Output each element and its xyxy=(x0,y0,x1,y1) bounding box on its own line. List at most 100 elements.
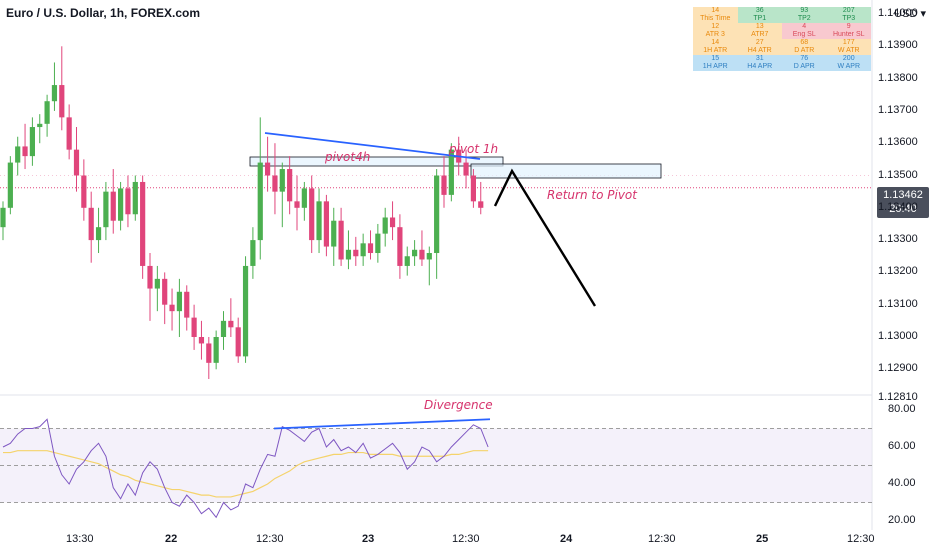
candle-body xyxy=(426,253,432,260)
stats-label: TP1 xyxy=(753,15,767,22)
candle-body xyxy=(316,201,322,241)
stats-cell: 68 D ATR xyxy=(782,39,827,55)
price-tick-label: 1.13200 xyxy=(878,265,918,278)
stats-value: 207 xyxy=(842,7,855,14)
projection-path xyxy=(493,168,597,307)
stats-label: This Time xyxy=(700,15,731,22)
candle-body xyxy=(301,188,307,208)
candle-body xyxy=(389,217,396,228)
stats-cell: 207 TP3 xyxy=(826,7,871,23)
candle-body xyxy=(412,249,418,257)
rsi-ma-line xyxy=(3,450,489,498)
pivot4h-zone xyxy=(249,156,504,167)
candle-body xyxy=(441,175,447,195)
candle-body xyxy=(110,191,116,221)
stats-value: 9 xyxy=(846,23,851,30)
candle-body xyxy=(51,85,58,102)
stats-label: D APR xyxy=(793,63,815,70)
candle-body xyxy=(287,169,293,202)
candle-body xyxy=(265,162,271,176)
candle-body xyxy=(206,343,212,363)
stats-row: 14 This Time 36 TP1 93 TP2 207 TP3 xyxy=(693,7,871,23)
candle-body xyxy=(382,217,388,234)
candle-body xyxy=(191,317,197,337)
candle-body xyxy=(213,337,219,363)
currency-label: USD xyxy=(894,8,918,20)
candle-body xyxy=(463,162,469,176)
price-tick-label: 1.12810 xyxy=(878,391,918,404)
time-tick-label: 22 xyxy=(165,533,178,545)
candle-body xyxy=(184,291,190,318)
candle-body xyxy=(235,327,241,357)
candle-body xyxy=(404,256,410,266)
price-tick-label: 1.13400 xyxy=(878,200,918,213)
candle-body xyxy=(198,337,205,344)
pivot1h-zone xyxy=(470,163,662,179)
current-price-box: 1.13462 20:40 xyxy=(877,187,929,218)
price-tick-label: 1.14000 xyxy=(878,7,918,19)
stats-label: 1H ATR xyxy=(703,47,728,54)
stats-value: 13 xyxy=(755,23,764,30)
stats-label: TP2 xyxy=(797,15,811,22)
candle-body xyxy=(7,162,13,208)
time-tick-label: 12:30 xyxy=(648,533,676,545)
resistance-trendline xyxy=(264,132,481,160)
candle-body xyxy=(44,101,50,124)
candle-body xyxy=(367,243,374,254)
time-tick-label: 24 xyxy=(560,533,573,545)
currency-selector[interactable]: USD ▾ xyxy=(894,7,926,20)
rsi-tick-label: 80.00 xyxy=(888,403,916,415)
candle-body xyxy=(228,320,234,328)
price-tick-label: 1.13800 xyxy=(878,71,918,84)
rsi-tick-label: 40.00 xyxy=(888,477,916,489)
return-to-pivot-label: Return to Pivot xyxy=(547,188,637,202)
candle-body xyxy=(95,227,102,241)
candle-body xyxy=(37,123,43,128)
candle-body xyxy=(66,117,72,150)
stats-cell: 15 1H APR xyxy=(693,55,738,71)
candle-body xyxy=(250,240,256,266)
candle-body xyxy=(15,146,21,163)
stats-cell: 14 This Time xyxy=(693,7,738,23)
divergence-trendline xyxy=(273,418,491,430)
stats-row: 12 ATR 3 13 ATR7 4 Eng SL 9 Hunter SL xyxy=(693,23,871,39)
price-tick-label: 1.13500 xyxy=(878,168,918,181)
candle-body xyxy=(81,175,87,208)
pivot1h-label: pivot 1h xyxy=(449,142,499,156)
candle-body xyxy=(242,265,249,357)
stats-value: 12 xyxy=(711,23,720,30)
stats-cell: 12 ATR 3 xyxy=(693,23,738,39)
candle-body xyxy=(279,169,285,192)
candle-body xyxy=(140,181,146,266)
stats-cell: 36 TP1 xyxy=(737,7,782,23)
price-tick-label: 1.13600 xyxy=(878,136,918,149)
candle-body xyxy=(419,249,425,260)
candle-body xyxy=(132,181,138,215)
current-price: 1.13462 xyxy=(883,189,923,201)
stats-value: 36 xyxy=(755,7,764,14)
candle-body xyxy=(169,304,175,312)
candle-body xyxy=(118,188,124,221)
stats-label: D ATR xyxy=(794,47,815,54)
candle-body xyxy=(103,191,109,228)
stats-value: 68 xyxy=(800,39,809,46)
stats-label: W APR xyxy=(837,63,861,70)
stats-label: 1H APR xyxy=(702,63,728,70)
price-tick-label: 1.13100 xyxy=(878,297,918,310)
stats-label: Eng SL xyxy=(792,31,816,38)
candle-body xyxy=(470,175,476,202)
stats-cell: 4 Eng SL xyxy=(782,23,827,39)
chevron-down-icon: ▾ xyxy=(920,8,926,20)
candle-body xyxy=(375,233,381,254)
stats-value: 76 xyxy=(800,55,809,62)
candle-body xyxy=(272,175,278,192)
stats-label: H4 APR xyxy=(747,63,773,70)
rsi-tick-label: 20.00 xyxy=(888,514,916,526)
candle-body xyxy=(154,278,160,289)
stats-label: TP3 xyxy=(842,15,856,22)
stats-cell: 200 W APR xyxy=(826,55,871,71)
chart-title: Euro / U.S. Dollar, 1h, FOREX.com xyxy=(6,6,201,20)
stats-value: 15 xyxy=(711,55,720,62)
stats-value: 177 xyxy=(842,39,855,46)
